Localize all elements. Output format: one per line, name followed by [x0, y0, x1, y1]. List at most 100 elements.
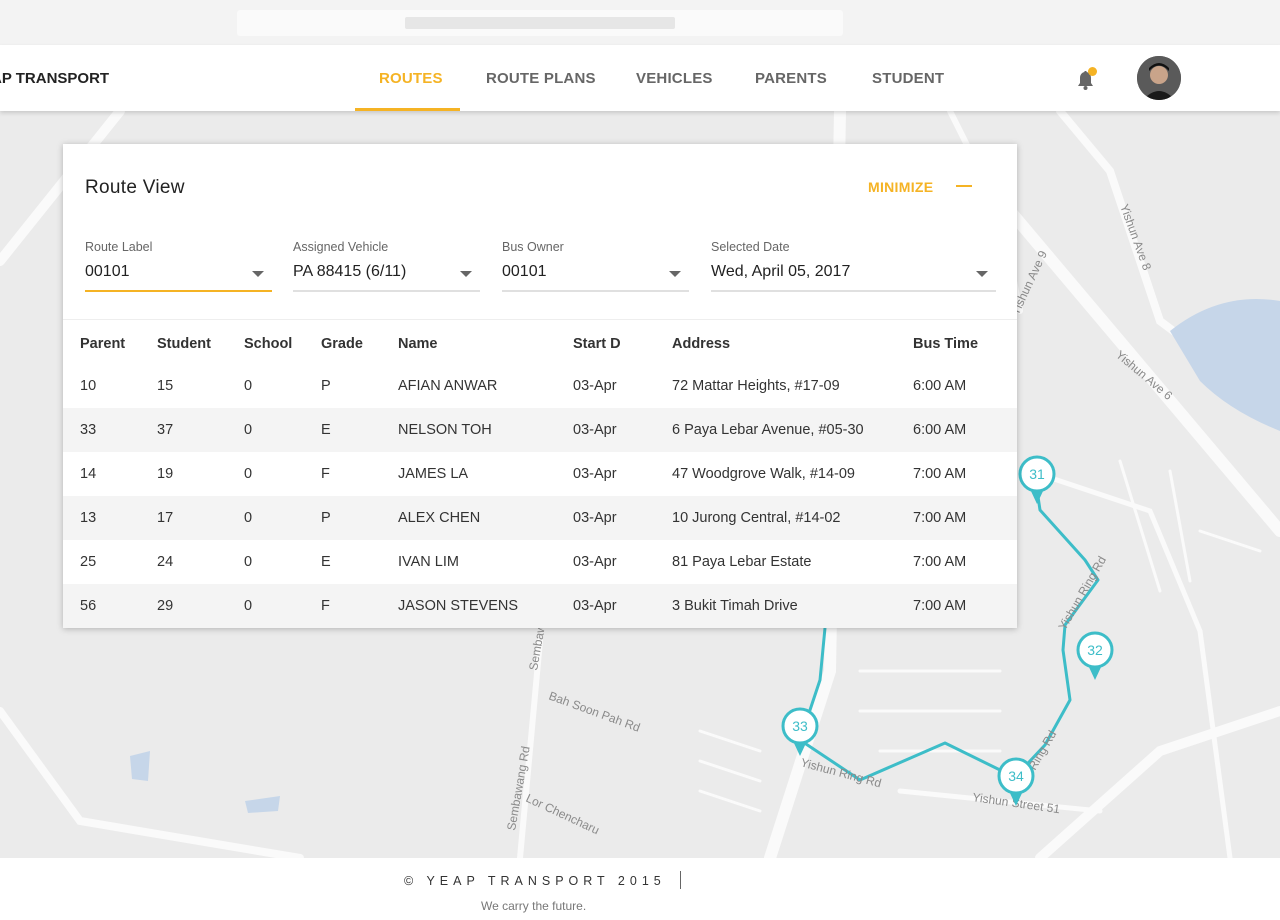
column-header: Grade	[321, 336, 363, 352]
table-cell: JASON STEVENS	[398, 598, 519, 614]
dropdown-caret[interactable]	[669, 271, 681, 277]
filter-label: Assigned Vehicle	[293, 240, 389, 254]
filter-value[interactable]: PA 88415 (6/11)	[293, 263, 407, 280]
filter-underline	[85, 290, 272, 292]
table-cell: 33	[80, 422, 97, 438]
filter-label: Selected Date	[711, 240, 790, 254]
table-cell: 25	[80, 554, 97, 570]
bell-icon	[1078, 71, 1093, 86]
table-cell: NELSON TOH	[398, 422, 492, 438]
marker-pointer	[1088, 665, 1102, 680]
table-cell: 7:00 AM	[913, 466, 967, 482]
bell-clapper	[1083, 86, 1088, 90]
marker-circle	[1018, 455, 1056, 493]
avatar-shirt	[1143, 91, 1175, 100]
filter-underline	[502, 290, 689, 292]
table-cell: 03-Apr	[573, 378, 617, 394]
route-marker[interactable]: 31	[1018, 455, 1056, 504]
tab[interactable]: STUDENT	[872, 70, 945, 87]
avatar[interactable]	[1137, 56, 1181, 100]
table-cell: 0	[244, 378, 253, 394]
filter-label: Route Label	[85, 240, 153, 254]
marker-label: 33	[792, 718, 808, 734]
tab[interactable]: ROUTES	[379, 70, 443, 87]
table-cell: IVAN LIM	[398, 554, 459, 570]
divider	[63, 319, 1017, 320]
filter-underline	[293, 290, 480, 292]
table-cell: 7:00 AM	[913, 554, 967, 570]
table-cell: 0	[244, 510, 253, 526]
column-header: Name	[398, 336, 438, 352]
tab[interactable]: ROUTE PLANS	[486, 70, 596, 87]
table-cell: E	[321, 422, 331, 438]
table-cell: 10	[80, 378, 97, 394]
dropdown-caret[interactable]	[252, 271, 264, 277]
filter-underline	[711, 290, 996, 292]
marker-pointer	[1030, 489, 1044, 504]
row-background	[63, 408, 1017, 452]
column-header: Student	[157, 336, 211, 352]
column-header: School	[244, 336, 293, 352]
brand[interactable]: YEAP TRANSPORT	[0, 70, 110, 87]
table-cell: 17	[157, 510, 174, 526]
table-cell: 6 Paya Lebar Avenue, #05-30	[672, 422, 864, 438]
tab[interactable]: PARENTS	[755, 70, 827, 87]
footer-divider	[680, 871, 681, 889]
table-cell: 37	[157, 422, 174, 438]
column-header: Address	[672, 336, 731, 352]
minimize-icon[interactable]	[956, 185, 972, 187]
table-cell: 72 Mattar Heights, #17-09	[672, 378, 840, 394]
route-marker[interactable]: 33	[781, 707, 819, 756]
table-cell: 7:00 AM	[913, 510, 967, 526]
minimize-button[interactable]: MINIMIZE	[868, 179, 934, 195]
route-marker[interactable]: 32	[1076, 631, 1114, 680]
column-header: Start D	[573, 336, 621, 352]
marker-label: 32	[1087, 642, 1103, 658]
filter-value[interactable]: Wed, April 05, 2017	[711, 263, 851, 280]
table-cell: 29	[157, 598, 174, 614]
avatar-hair	[1149, 63, 1169, 71]
table-cell: E	[321, 554, 331, 570]
table-cell: 03-Apr	[573, 466, 617, 482]
table-cell: P	[321, 510, 331, 526]
row-background	[63, 584, 1017, 628]
marker-pointer	[1009, 791, 1023, 806]
table-cell: 0	[244, 422, 253, 438]
marker-circle	[1076, 631, 1114, 669]
table-cell: 0	[244, 598, 253, 614]
table-cell: 13	[80, 510, 97, 526]
column-header: Parent	[80, 336, 126, 352]
filter-value[interactable]: 00101	[502, 263, 547, 280]
address-placeholder	[405, 17, 675, 29]
marker-circle	[781, 707, 819, 745]
water	[130, 299, 1280, 813]
table-cell: 6:00 AM	[913, 422, 967, 438]
table-cell: 81 Paya Lebar Estate	[672, 554, 812, 570]
dropdown-caret[interactable]	[976, 271, 988, 277]
table-cell: 24	[157, 554, 174, 570]
table-cell: 56	[80, 598, 97, 614]
table-cell: AFIAN ANWAR	[398, 378, 498, 394]
marker-circle	[997, 757, 1035, 795]
roads	[0, 111, 1280, 858]
table-cell: 03-Apr	[573, 422, 617, 438]
copyright: © YEAP TRANSPORT 2015	[404, 874, 666, 888]
dropdown-caret[interactable]	[460, 271, 472, 277]
marker-label: 34	[1008, 768, 1024, 784]
tab[interactable]: VEHICLES	[636, 70, 713, 87]
table-cell: 6:00 AM	[913, 378, 967, 394]
table-cell: 0	[244, 554, 253, 570]
filter-label: Bus Owner	[502, 240, 564, 254]
filter-value[interactable]: 00101	[85, 263, 130, 280]
table-cell: P	[321, 378, 331, 394]
active-tab-indicator	[355, 108, 460, 111]
table-cell: 10 Jurong Central, #14-02	[672, 510, 841, 526]
table-cell: 0	[244, 466, 253, 482]
table-cell: 7:00 AM	[913, 598, 967, 614]
notification-bell[interactable]	[1073, 67, 1099, 93]
avatar-face	[1150, 66, 1168, 84]
marker-pointer	[793, 741, 807, 756]
route-marker[interactable]: 34	[997, 757, 1035, 806]
browser-strip	[0, 0, 1280, 45]
